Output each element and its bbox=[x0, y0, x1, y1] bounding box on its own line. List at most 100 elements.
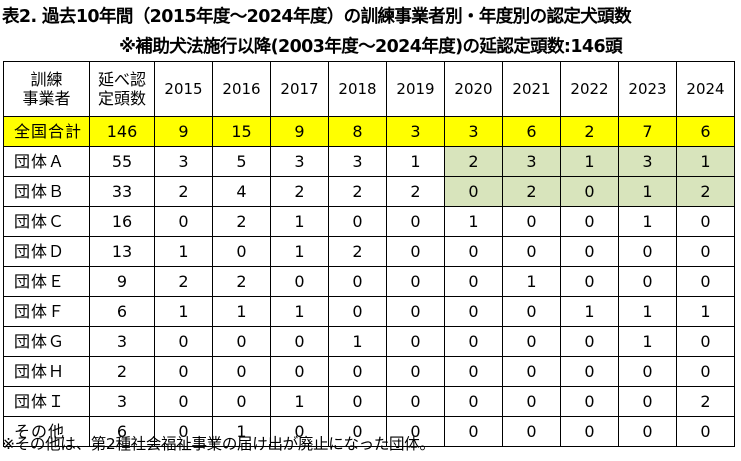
year-count-cell: 2 bbox=[212, 206, 271, 237]
year-count-cell: 0 bbox=[502, 206, 561, 237]
header-year: 2021 bbox=[502, 61, 561, 117]
trainer-name-cell: 団体Ａ bbox=[3, 146, 90, 177]
page-title: 表2. 過去10年間（2015年度～2024年度）の訓練事業者別・年度別の認定犬… bbox=[2, 7, 632, 27]
year-count-cell: 3 bbox=[444, 116, 503, 147]
table-row: 団体Ｃ 16 0 2 1 0 0 1 0 0 1 0 bbox=[3, 206, 735, 237]
year-count-cell: 2 bbox=[154, 266, 213, 297]
year-count-cell: 2 bbox=[676, 386, 735, 417]
trainer-name-cell: 団体Ｆ bbox=[3, 296, 90, 327]
year-count-cell: 2 bbox=[560, 116, 619, 147]
year-count-cell: 0 bbox=[560, 386, 619, 417]
year-count-cell: 1 bbox=[270, 236, 329, 267]
year-count-cell: 0 bbox=[444, 416, 503, 447]
header-total: 延べ認 定頭数 bbox=[89, 61, 155, 117]
year-count-cell: 1 bbox=[618, 326, 677, 357]
year-count-cell: 0 bbox=[328, 206, 387, 237]
year-count-cell: 1 bbox=[270, 296, 329, 327]
table-row: 団体Ｈ 2 0 0 0 0 0 0 0 0 0 0 bbox=[3, 356, 735, 387]
table-row: その他 6 0 1 0 0 0 0 0 0 0 0 bbox=[3, 416, 735, 447]
year-count-cell: 0 bbox=[560, 206, 619, 237]
year-count-cell: 0 bbox=[212, 236, 271, 267]
year-count-cell: 0 bbox=[212, 326, 271, 357]
trainer-name-cell: 団体Ｂ bbox=[3, 176, 90, 207]
trainer-name-cell: 団体Ｃ bbox=[3, 206, 90, 237]
cumulative-total-cell: 3 bbox=[89, 386, 155, 417]
year-count-cell: 0 bbox=[502, 326, 561, 357]
cumulative-total-cell: 2 bbox=[89, 356, 155, 387]
table-row: 団体Ｄ 13 1 0 1 2 0 0 0 0 0 0 bbox=[3, 236, 735, 267]
year-count-cell: 1 bbox=[270, 206, 329, 237]
year-count-cell: 0 bbox=[618, 266, 677, 297]
year-count-cell: 0 bbox=[618, 386, 677, 417]
page-subtitle: ※補助犬法施行以降(2003年度～2024年度)の延認定頭数:146頭 bbox=[119, 37, 623, 57]
year-count-cell: 2 bbox=[212, 266, 271, 297]
year-count-cell: 0 bbox=[676, 416, 735, 447]
year-count-cell: 0 bbox=[676, 326, 735, 357]
header-year: 2016 bbox=[212, 61, 271, 117]
year-count-cell: 1 bbox=[212, 296, 271, 327]
year-count-cell: 0 bbox=[154, 326, 213, 357]
year-count-cell: 0 bbox=[386, 236, 445, 267]
header-row: 訓練 事業者 延べ認 定頭数 2015 2016 2017 2018 2019 … bbox=[3, 61, 735, 117]
header-trainer-line2: 事業者 bbox=[22, 89, 71, 108]
year-count-cell: 0 bbox=[154, 356, 213, 387]
year-count-cell: 0 bbox=[154, 386, 213, 417]
cumulative-total-cell: 3 bbox=[89, 326, 155, 357]
table-row: 団体Ｆ 6 1 1 1 0 0 0 0 1 1 1 bbox=[3, 296, 735, 327]
year-count-cell: 6 bbox=[502, 116, 561, 147]
year-count-cell: 3 bbox=[618, 146, 677, 177]
year-count-cell: 5 bbox=[212, 146, 271, 177]
header-year: 2015 bbox=[154, 61, 213, 117]
year-count-cell: 0 bbox=[270, 356, 329, 387]
certification-table: 訓練 事業者 延べ認 定頭数 2015 2016 2017 2018 2019 … bbox=[3, 61, 735, 447]
year-count-cell: 0 bbox=[154, 206, 213, 237]
cumulative-total-cell: 9 bbox=[89, 266, 155, 297]
year-count-cell: 1 bbox=[270, 386, 329, 417]
year-count-cell: 0 bbox=[444, 236, 503, 267]
header-year: 2018 bbox=[328, 61, 387, 117]
cumulative-total-cell: 33 bbox=[89, 176, 155, 207]
table-row: 団体Ａ 55 3 5 3 3 1 2 3 1 3 1 bbox=[3, 146, 735, 177]
year-count-cell: 9 bbox=[270, 116, 329, 147]
year-count-cell: 0 bbox=[676, 356, 735, 387]
total-row: 全国合計 146 9 15 9 8 3 3 6 2 7 6 bbox=[3, 116, 735, 147]
year-count-cell: 0 bbox=[502, 296, 561, 327]
year-count-cell: 2 bbox=[328, 236, 387, 267]
year-count-cell: 2 bbox=[386, 176, 445, 207]
cumulative-total-cell: 6 bbox=[89, 416, 155, 447]
year-count-cell: 3 bbox=[386, 116, 445, 147]
header-year: 2024 bbox=[676, 61, 735, 117]
year-count-cell: 2 bbox=[154, 176, 213, 207]
year-count-cell: 0 bbox=[212, 356, 271, 387]
year-count-cell: 0 bbox=[328, 386, 387, 417]
year-count-cell: 8 bbox=[328, 116, 387, 147]
year-count-cell: 0 bbox=[560, 326, 619, 357]
year-count-cell: 0 bbox=[560, 176, 619, 207]
year-count-cell: 0 bbox=[444, 326, 503, 357]
year-count-cell: 3 bbox=[502, 146, 561, 177]
header-trainer-line1: 訓練 bbox=[30, 70, 63, 89]
year-count-cell: 0 bbox=[386, 296, 445, 327]
year-count-cell: 0 bbox=[270, 326, 329, 357]
year-count-cell: 0 bbox=[444, 356, 503, 387]
year-count-cell: 0 bbox=[444, 176, 503, 207]
trainer-name-cell: 団体Ｇ bbox=[3, 326, 90, 357]
header-year: 2020 bbox=[444, 61, 503, 117]
cumulative-total-cell: 55 bbox=[89, 146, 155, 177]
year-count-cell: 1 bbox=[676, 146, 735, 177]
year-count-cell: 0 bbox=[270, 266, 329, 297]
year-count-cell: 0 bbox=[618, 416, 677, 447]
year-count-cell: 1 bbox=[560, 296, 619, 327]
year-count-cell: 0 bbox=[444, 386, 503, 417]
year-count-cell: 1 bbox=[212, 416, 271, 447]
year-count-cell: 1 bbox=[676, 296, 735, 327]
year-count-cell: 1 bbox=[386, 146, 445, 177]
year-count-cell: 1 bbox=[560, 146, 619, 177]
year-count-cell: 0 bbox=[270, 416, 329, 447]
year-count-cell: 0 bbox=[386, 416, 445, 447]
year-count-cell: 4 bbox=[212, 176, 271, 207]
cumulative-total-cell: 13 bbox=[89, 236, 155, 267]
year-count-cell: 0 bbox=[444, 266, 503, 297]
year-count-cell: 1 bbox=[328, 326, 387, 357]
trainer-name-cell: 団体Ｈ bbox=[3, 356, 90, 387]
